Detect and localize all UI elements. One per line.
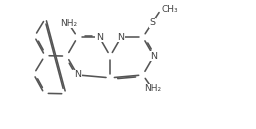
Text: N: N (150, 52, 157, 61)
Text: NH₂: NH₂ (60, 19, 77, 28)
Text: N: N (118, 33, 125, 42)
Text: CH₃: CH₃ (161, 5, 178, 14)
Text: N: N (74, 70, 81, 79)
Text: NH₂: NH₂ (144, 84, 161, 93)
Text: S: S (150, 18, 155, 27)
Text: N: N (96, 33, 103, 42)
